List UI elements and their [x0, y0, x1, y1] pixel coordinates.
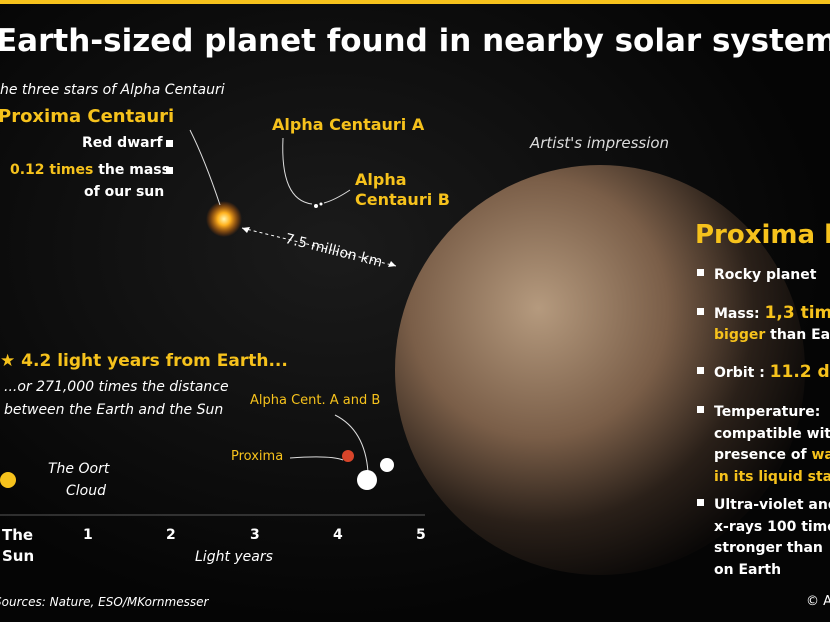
text: the mass — [93, 162, 170, 178]
text: x-rays 100 times — [714, 518, 830, 535]
alpha-a-star — [314, 204, 318, 208]
alpha-b-label: Centauri B — [355, 190, 450, 209]
text: Ultra-violet and — [714, 497, 830, 513]
highlight: 1,3 times — [764, 303, 830, 323]
proxima-scale-label: Proxima — [231, 449, 284, 464]
alpha-scale-label: Alpha Cent. A and B — [250, 393, 381, 408]
distance-arrow — [241, 227, 397, 267]
text: Mass: — [714, 306, 765, 322]
text: Orbit : — [714, 365, 770, 381]
sun-label: Sun — [2, 547, 35, 565]
alpha-b-dot — [380, 458, 394, 472]
planet — [395, 165, 805, 575]
highlight: water — [811, 447, 830, 463]
scale-tick: 1 — [83, 527, 93, 543]
scale-tick: 2 — [166, 527, 176, 543]
subtitle: he three stars of Alpha Centauri — [0, 82, 225, 98]
alpha-a-dot — [357, 470, 377, 490]
text: 4.2 light years from Earth... — [21, 351, 288, 371]
fact: of our sun — [84, 184, 165, 200]
sun-label: The — [2, 526, 34, 544]
bullet: Temperature: compatible with presence of w… — [714, 402, 830, 488]
fact: Red dwarf — [82, 135, 163, 151]
bullet: Ultra-violet and x-rays 100 times stronger… — [714, 495, 830, 581]
bullet-squares — [166, 140, 704, 506]
highlight: 11.2 days — [769, 362, 830, 382]
scale-tick: 5 — [416, 527, 426, 543]
note: ...or 271,000 times the distance — [4, 379, 229, 395]
text: Temperature: — [714, 404, 821, 420]
sun-dot — [0, 472, 16, 488]
bullet: Rocky planet — [714, 267, 817, 283]
note: between the Earth and the Sun — [4, 402, 224, 418]
bullet: Orbit : 11.2 days — [714, 362, 830, 384]
text: stronger than — [714, 540, 823, 556]
sources: Sources: Nature, ESO/MKornmesser — [0, 595, 209, 609]
scale-tick: 3 — [250, 527, 260, 543]
axis-label: Light years — [195, 549, 273, 565]
proxima-star — [206, 201, 242, 237]
highlight: in its liquid state — [714, 468, 830, 485]
leader-lines — [189, 129, 369, 473]
credit: © AFP — [806, 594, 830, 609]
planet-name: Proxima b — [695, 220, 830, 250]
scale-tick: 4 — [333, 527, 343, 543]
text: on Earth — [714, 561, 782, 578]
alpha-b-star — [319, 202, 323, 206]
fact: 0.12 times the mass — [10, 163, 170, 177]
headline: ★ 4.2 light years from Earth... — [0, 353, 288, 370]
oort-label: The Oort — [48, 461, 110, 477]
star-icon: ★ — [0, 351, 22, 371]
bullet: Mass: 1,3 times bigger than Earth — [714, 303, 830, 346]
highlight: bigger — [714, 327, 766, 343]
highlight: 0.12 times — [10, 162, 94, 178]
text: presence of — [714, 447, 812, 463]
caption: Artist's impression — [530, 134, 670, 152]
title: Earth-sized planet found in nearby solar… — [0, 23, 830, 59]
proxima-label: Proxima Centauri — [0, 106, 175, 127]
alpha-b-label: Alpha — [355, 170, 407, 189]
text: than Earth — [770, 327, 830, 343]
oort-label: Cloud — [66, 483, 106, 499]
text: compatible with — [714, 425, 830, 442]
top-bar — [0, 0, 830, 4]
proxima-dot — [342, 450, 354, 462]
alpha-a-label: Alpha Centauri A — [272, 115, 425, 134]
